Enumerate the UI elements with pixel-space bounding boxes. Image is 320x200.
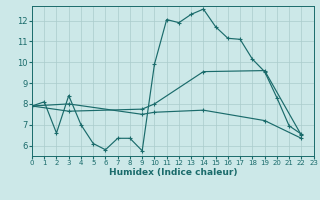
X-axis label: Humidex (Indice chaleur): Humidex (Indice chaleur) [108,168,237,177]
